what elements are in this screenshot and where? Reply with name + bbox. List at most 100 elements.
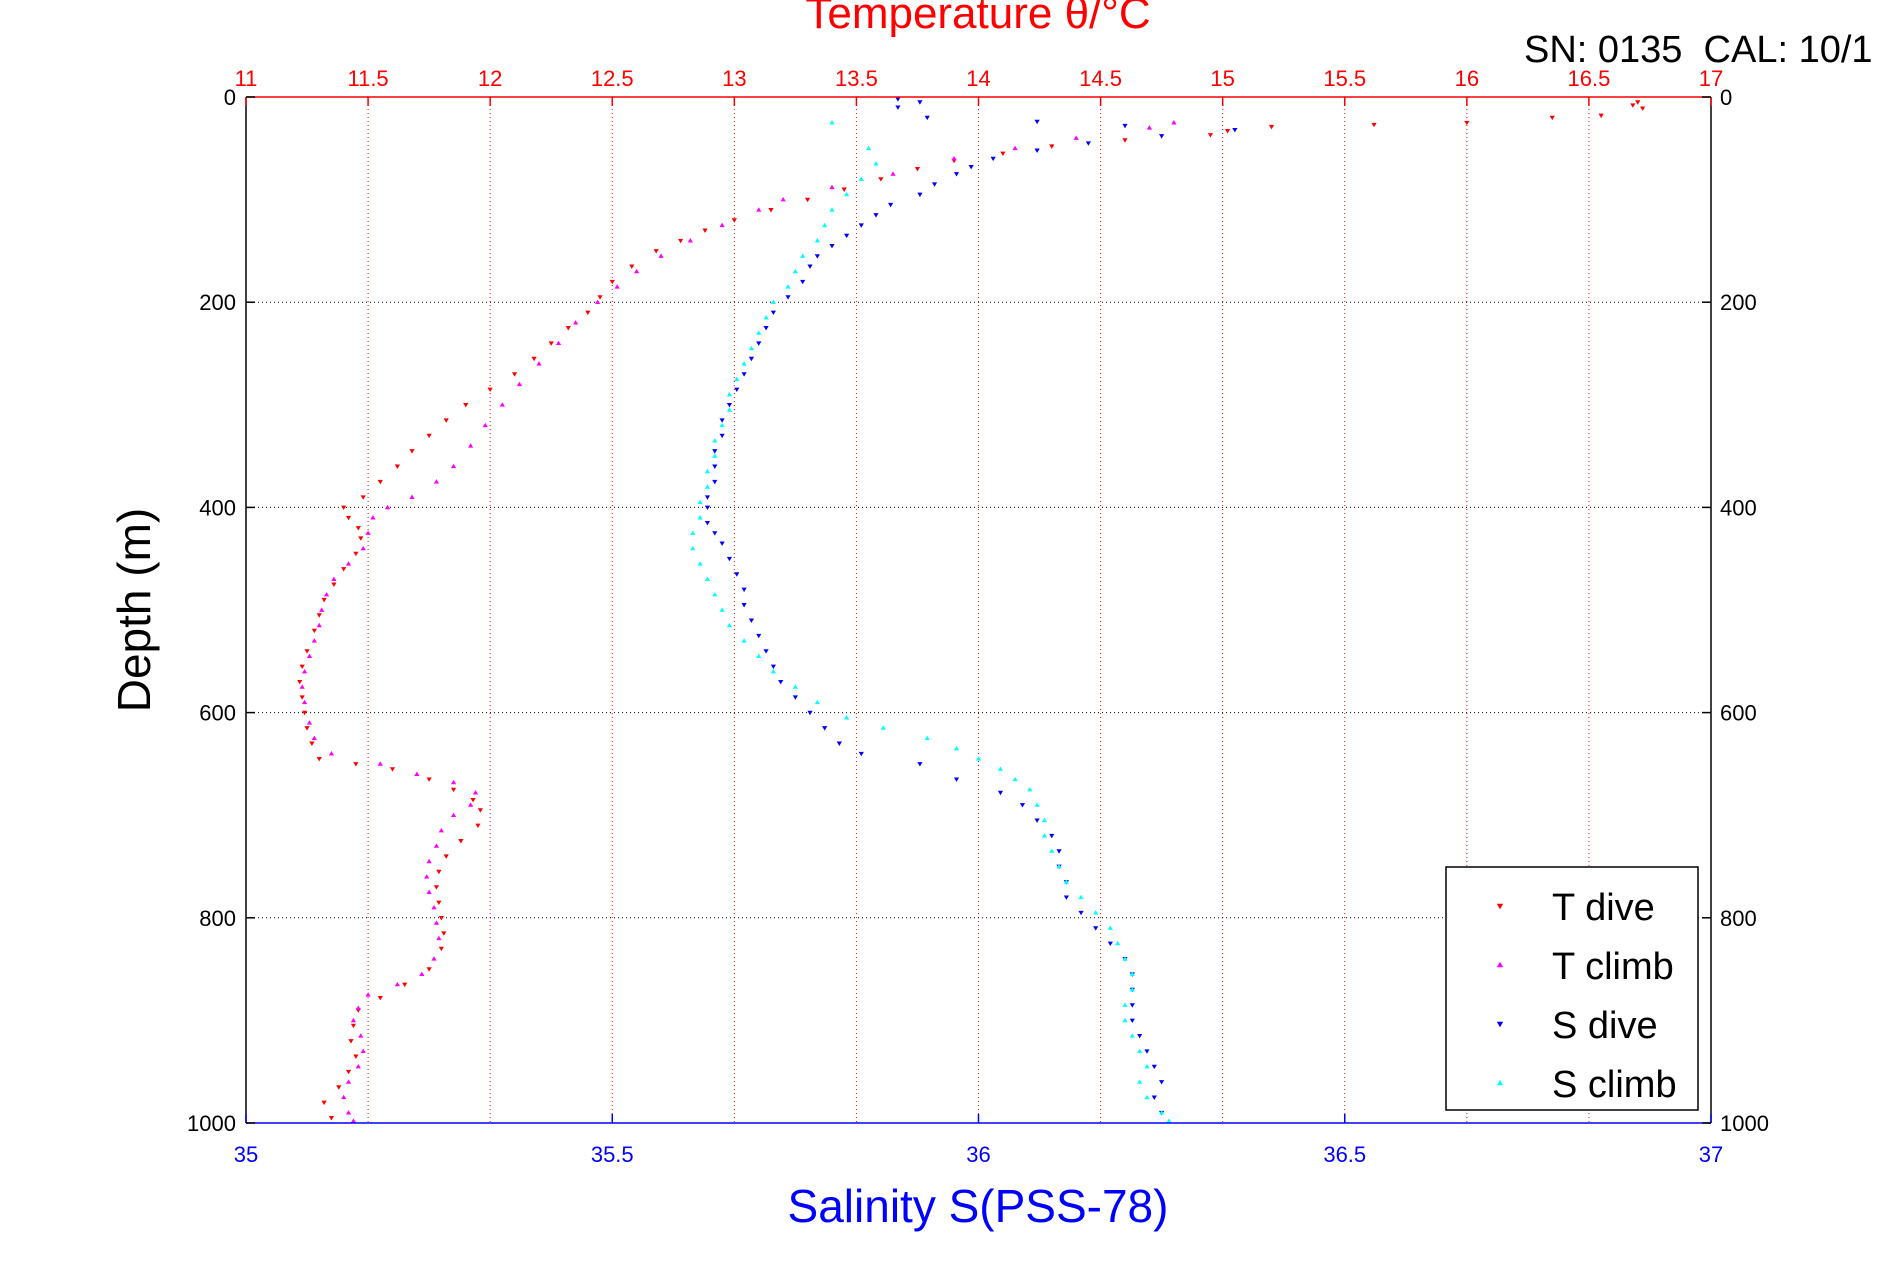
data-point [895, 97, 901, 102]
data-point [702, 228, 708, 233]
data-point [712, 438, 718, 443]
data-point [792, 695, 798, 700]
data-point [433, 479, 440, 484]
tick-label-temperature: 13 [722, 66, 746, 91]
data-point [800, 253, 806, 258]
tick-label-salinity: 35 [234, 1142, 258, 1167]
data-point [426, 858, 432, 864]
data-point [1137, 1033, 1143, 1039]
tick-label-temperature: 11 [235, 66, 258, 91]
data-point [345, 1079, 352, 1084]
data-point [763, 326, 769, 331]
data-point [731, 218, 737, 223]
data-point [895, 105, 901, 110]
data-point [697, 515, 703, 520]
legend-marker [1496, 1021, 1504, 1028]
data-point [829, 120, 835, 125]
data-point [804, 197, 811, 203]
data-point [712, 453, 718, 458]
data-point [394, 464, 400, 469]
data-point [687, 238, 693, 243]
data-point [353, 1054, 359, 1059]
data-point [438, 946, 444, 952]
data-point [341, 1094, 347, 1100]
data-point [1056, 849, 1062, 854]
data-point [924, 115, 930, 121]
tick-label-depth-right: 400 [1720, 495, 1757, 520]
data-point [355, 526, 361, 531]
data-point [756, 341, 762, 346]
data-point [365, 530, 371, 535]
data-point [536, 361, 542, 366]
data-point [377, 996, 383, 1001]
data-point [712, 464, 718, 469]
data-point [878, 177, 884, 182]
data-point [609, 279, 615, 285]
data-point [614, 284, 620, 289]
data-point [990, 156, 996, 162]
data-point [302, 699, 308, 705]
data-point [1034, 148, 1040, 153]
tick-label-depth-right: 800 [1720, 906, 1757, 931]
legend-marker [1496, 961, 1504, 968]
data-point [1371, 122, 1377, 128]
data-point [741, 361, 747, 366]
data-point [1144, 1063, 1150, 1069]
data-point [953, 745, 960, 751]
legend-label: T dive [1552, 887, 1655, 929]
tick-label-depth-left: 200 [199, 290, 236, 315]
data-point [345, 1110, 352, 1115]
data-point [712, 592, 718, 597]
data-point [299, 664, 305, 670]
data-point [1078, 894, 1084, 900]
data-point [1122, 1017, 1128, 1023]
data-point [712, 531, 718, 536]
data-point [1056, 863, 1062, 869]
data-point [807, 710, 813, 716]
data-point [409, 449, 415, 454]
data-point [436, 935, 442, 941]
data-point [726, 407, 733, 412]
data-point [734, 376, 740, 381]
data-point [433, 920, 440, 925]
data-point [741, 638, 747, 643]
data-point [1034, 818, 1040, 823]
tick-label-temperature: 14 [966, 66, 990, 91]
data-point [953, 172, 960, 177]
data-point [1166, 1118, 1172, 1123]
data-point [726, 556, 733, 562]
data-point [595, 299, 601, 305]
data-point [353, 551, 359, 557]
data-point [1129, 1018, 1135, 1023]
data-point [770, 664, 776, 670]
data-point [353, 762, 359, 767]
data-point [477, 808, 483, 813]
data-point [1049, 833, 1055, 839]
data-point [719, 222, 725, 228]
data-point [345, 1069, 352, 1075]
series-t-dive [297, 100, 1646, 1121]
data-point [424, 874, 430, 879]
data-point [341, 505, 347, 510]
data-point [585, 310, 591, 316]
data-point [792, 268, 798, 274]
data-point [350, 1118, 357, 1123]
data-point [316, 613, 322, 618]
tick-label-depth-right: 1000 [1720, 1111, 1769, 1136]
data-point [319, 607, 325, 612]
data-point [1034, 119, 1040, 125]
data-point [734, 572, 740, 577]
data-point [328, 1116, 335, 1121]
data-point [704, 495, 711, 500]
tick-label-temperature: 17 [1699, 66, 1723, 91]
data-point [1144, 1049, 1150, 1054]
data-point [311, 628, 317, 634]
y-axis-title: Depth (m) [108, 508, 160, 712]
grid [246, 97, 1711, 1123]
data-point [1549, 115, 1555, 121]
data-point [756, 330, 762, 335]
data-point [468, 802, 474, 807]
data-point [997, 766, 1004, 771]
data-point [734, 387, 740, 393]
data-point [1122, 956, 1128, 961]
